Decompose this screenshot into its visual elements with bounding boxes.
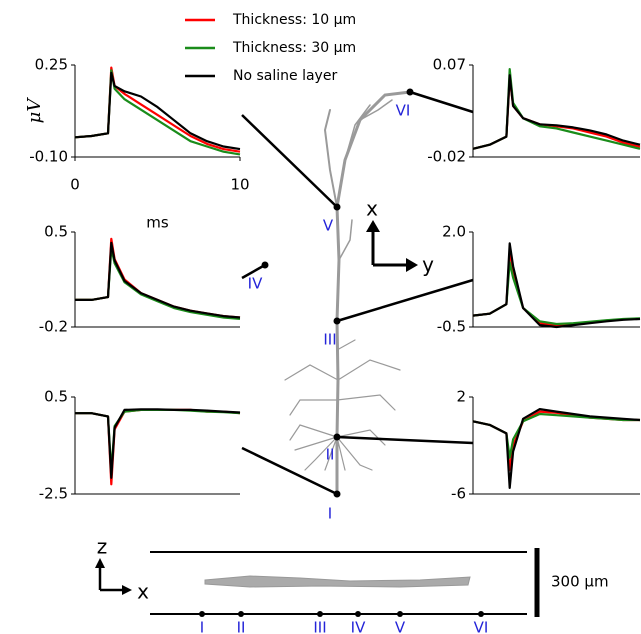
series-line bbox=[74, 66, 241, 153]
series-line bbox=[75, 241, 241, 319]
side-label: II bbox=[237, 619, 246, 634]
electrode-dot bbox=[397, 611, 403, 617]
electrode-dot bbox=[238, 611, 244, 617]
x-tick-label: 0 bbox=[70, 176, 80, 194]
electrode-dot bbox=[199, 611, 205, 617]
y-tick-label: -2.5 bbox=[39, 485, 68, 503]
side-label: IV bbox=[351, 619, 366, 634]
electrode-dot bbox=[478, 611, 484, 617]
axis-z-label: z bbox=[97, 535, 108, 559]
arrow-head bbox=[95, 558, 105, 568]
point-label: III bbox=[323, 331, 336, 349]
series-line bbox=[75, 408, 241, 486]
point-label: V bbox=[323, 217, 334, 235]
electrode-dot bbox=[317, 611, 323, 617]
y-tick-label: -0.2 bbox=[39, 318, 68, 336]
y-axis-label: μV bbox=[24, 97, 45, 124]
neuron-drawing bbox=[284, 90, 412, 496]
arrow-head bbox=[122, 585, 132, 595]
series-line bbox=[75, 237, 241, 319]
series-line bbox=[75, 247, 241, 320]
side-label: I bbox=[200, 619, 204, 634]
point-label: I bbox=[328, 505, 332, 523]
series-line bbox=[75, 408, 241, 473]
y-tick-label: 2 bbox=[456, 388, 466, 406]
legend-label: Thickness: 10 μm bbox=[232, 12, 356, 28]
point-label: II bbox=[326, 446, 335, 464]
series-line bbox=[472, 242, 641, 329]
y-tick-label: 0.5 bbox=[44, 223, 68, 241]
side-label: III bbox=[313, 619, 326, 634]
legend-label: No saline layer bbox=[233, 68, 337, 84]
point-label: IV bbox=[248, 275, 263, 293]
y-tick-label: -6 bbox=[451, 485, 466, 503]
x-tick-label: 10 bbox=[230, 176, 249, 194]
axis-y-label: y bbox=[422, 253, 434, 277]
y-tick-label: -0.10 bbox=[29, 148, 68, 166]
electrode-points bbox=[261, 88, 414, 498]
x-axis-label: ms bbox=[146, 214, 169, 232]
y-tick-label: 2.0 bbox=[442, 223, 466, 241]
series-line bbox=[472, 261, 641, 326]
series-line bbox=[74, 71, 241, 151]
series-line bbox=[472, 412, 640, 459]
y-tick-label: 0.5 bbox=[44, 388, 68, 406]
neuron-side-view bbox=[204, 575, 471, 588]
side-label: VI bbox=[474, 619, 489, 634]
axis-x-label: x bbox=[137, 580, 149, 604]
series-line bbox=[472, 249, 641, 327]
orientation-arrows bbox=[366, 220, 418, 272]
series-line bbox=[472, 74, 641, 150]
scale-label: 300 μm bbox=[551, 573, 609, 591]
legend-label: Thickness: 30 μm bbox=[232, 40, 356, 56]
side-label: V bbox=[395, 619, 406, 634]
series-line bbox=[472, 408, 641, 489]
electrode-dot bbox=[355, 611, 361, 617]
y-tick-label: -0.5 bbox=[437, 318, 466, 336]
y-tick-label: 0.25 bbox=[35, 56, 68, 74]
axis-x-label: x bbox=[366, 197, 378, 221]
point-label: VI bbox=[396, 102, 411, 120]
side-view-lines bbox=[98, 548, 540, 617]
y-tick-label: -0.02 bbox=[427, 148, 466, 166]
connectors bbox=[241, 90, 474, 496]
series-line bbox=[74, 69, 241, 156]
y-tick-label: 0.07 bbox=[433, 56, 466, 74]
series-line bbox=[75, 408, 241, 479]
